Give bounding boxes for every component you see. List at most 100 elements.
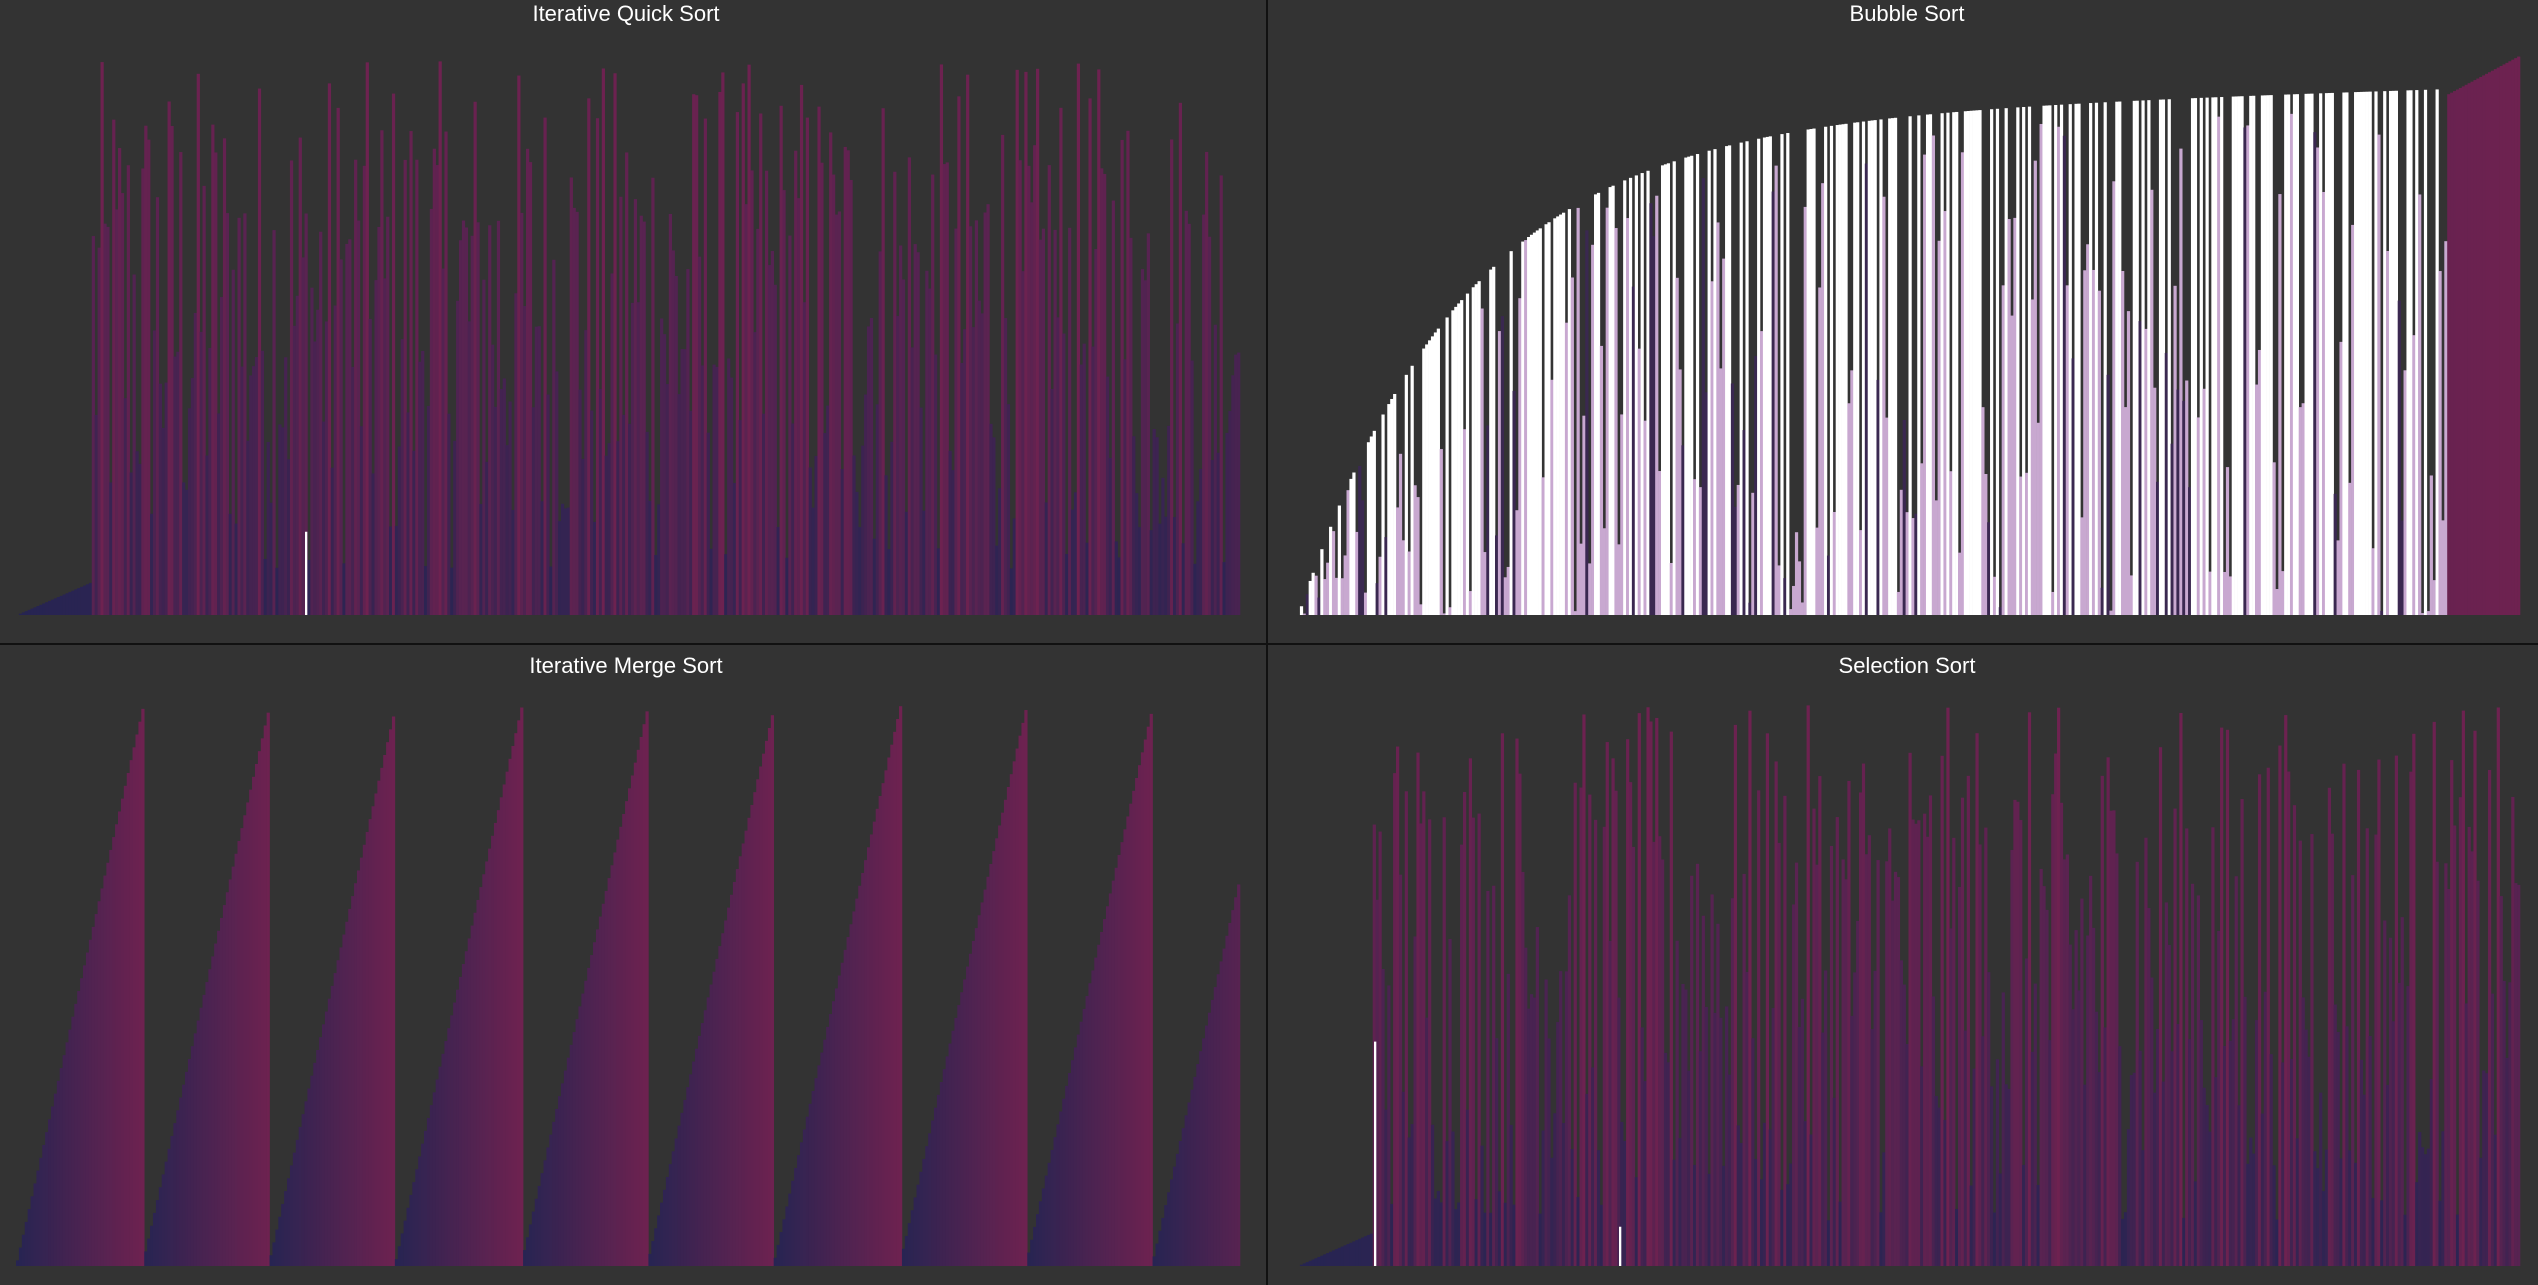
bar bbox=[1594, 194, 1598, 615]
bar bbox=[1786, 133, 1790, 615]
bar bbox=[674, 275, 678, 615]
bar bbox=[365, 831, 369, 1266]
bar bbox=[2051, 591, 2055, 615]
bar bbox=[150, 1225, 154, 1266]
panel-title: Selection Sort bbox=[1839, 653, 1976, 678]
bar bbox=[158, 1187, 163, 1266]
panel-title: Iterative Merge Sort bbox=[529, 653, 722, 678]
bar bbox=[2161, 1081, 2166, 1266]
bar bbox=[928, 1133, 932, 1266]
bar bbox=[374, 793, 378, 1266]
bar bbox=[569, 177, 573, 615]
bar bbox=[2289, 113, 2294, 615]
bar bbox=[1637, 348, 1641, 615]
bar bbox=[2275, 1219, 2279, 1266]
bar bbox=[2362, 91, 2366, 615]
bar bbox=[249, 789, 253, 1266]
bar bbox=[1416, 752, 1420, 1266]
bar bbox=[1934, 1096, 1938, 1266]
bar bbox=[1404, 791, 1408, 1266]
bar bbox=[2208, 571, 2212, 615]
bar bbox=[1070, 509, 1075, 615]
bar bbox=[1736, 484, 1740, 615]
bar bbox=[2403, 1214, 2407, 1266]
bar bbox=[152, 330, 157, 615]
bar bbox=[39, 604, 43, 615]
bar bbox=[2022, 106, 2026, 616]
bar bbox=[2289, 1059, 2294, 1266]
bar bbox=[966, 74, 970, 616]
bar bbox=[1870, 1029, 1874, 1266]
bar bbox=[1553, 218, 1557, 615]
bar bbox=[2042, 105, 2046, 615]
bar bbox=[1675, 940, 1679, 1266]
bar bbox=[1990, 1086, 1994, 1266]
bar bbox=[811, 1091, 815, 1266]
bar bbox=[645, 711, 649, 1266]
bar bbox=[1050, 388, 1054, 615]
bar bbox=[1966, 775, 1970, 1266]
bar bbox=[231, 269, 235, 615]
bar bbox=[817, 106, 821, 615]
bar bbox=[1771, 191, 1775, 615]
bar bbox=[1343, 555, 1347, 615]
bar bbox=[1228, 411, 1232, 615]
bar bbox=[167, 1148, 171, 1266]
bar bbox=[129, 472, 133, 615]
bar bbox=[2397, 982, 2401, 1266]
bar bbox=[1187, 223, 1191, 615]
bar bbox=[904, 511, 909, 615]
bar bbox=[1196, 1064, 1200, 1266]
bar bbox=[453, 1002, 457, 1266]
bar bbox=[2345, 1026, 2349, 1266]
bar bbox=[447, 1028, 451, 1266]
bar bbox=[214, 943, 218, 1266]
bar bbox=[2188, 1039, 2192, 1266]
bar bbox=[345, 921, 349, 1266]
bar bbox=[2324, 1149, 2329, 1266]
bar bbox=[846, 150, 850, 615]
bar bbox=[83, 965, 87, 1266]
bar bbox=[249, 375, 253, 615]
bar bbox=[840, 962, 844, 1266]
bar bbox=[1056, 1124, 1060, 1266]
bar bbox=[252, 366, 256, 615]
bar bbox=[1073, 492, 1078, 615]
bar bbox=[2089, 103, 2093, 615]
bar bbox=[948, 450, 952, 615]
bar bbox=[1535, 230, 1539, 615]
bar bbox=[2138, 1050, 2142, 1266]
bar bbox=[1765, 733, 1770, 1266]
bar bbox=[1366, 1234, 1371, 1266]
bar bbox=[476, 222, 480, 615]
bar bbox=[2199, 1020, 2203, 1266]
bar bbox=[2243, 127, 2247, 616]
bar bbox=[724, 920, 728, 1266]
bar bbox=[1436, 1191, 1440, 1266]
bar bbox=[1649, 721, 1653, 1266]
bar bbox=[48, 1119, 52, 1266]
bar bbox=[1678, 369, 1682, 615]
bar bbox=[692, 1061, 696, 1266]
bar bbox=[508, 758, 512, 1266]
bar bbox=[2359, 1059, 2364, 1266]
bar bbox=[467, 938, 471, 1266]
bar bbox=[2391, 90, 2396, 616]
bar bbox=[1237, 884, 1241, 1266]
bar bbox=[289, 160, 294, 615]
bar bbox=[869, 834, 874, 1266]
bar bbox=[476, 899, 480, 1266]
bar bbox=[942, 1069, 946, 1266]
bar bbox=[2368, 91, 2372, 616]
bar bbox=[514, 293, 518, 615]
bar bbox=[1908, 752, 1912, 1266]
bar bbox=[2135, 100, 2139, 615]
bar bbox=[1524, 947, 1528, 1266]
bar bbox=[301, 257, 305, 615]
bar bbox=[1582, 415, 1586, 615]
bar bbox=[1591, 244, 1595, 616]
bar bbox=[1506, 566, 1510, 615]
bar bbox=[843, 949, 847, 1266]
bar bbox=[339, 259, 343, 615]
bar bbox=[1076, 1034, 1081, 1266]
